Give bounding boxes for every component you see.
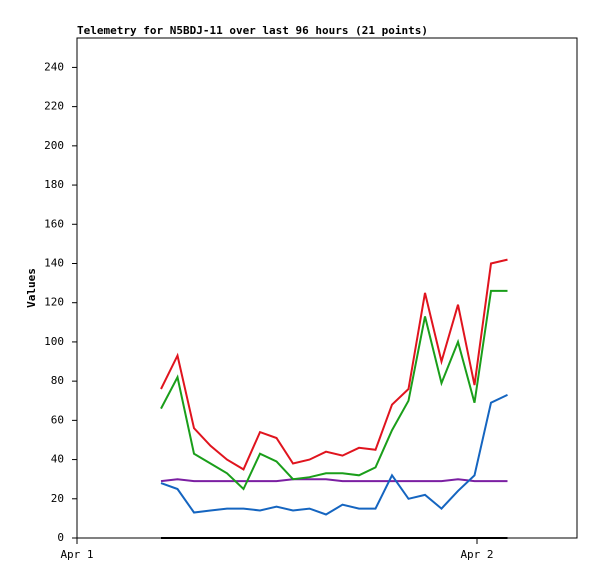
y-axis-label: Values [25,268,38,308]
y-tick-label: 120 [44,296,64,309]
series-line [160,393,508,516]
series-line [160,289,508,491]
y-tick-label: 20 [51,492,64,505]
y-tick-label: 160 [44,217,64,230]
y-tick-label: 220 [44,100,64,113]
y-tick-label: 80 [51,374,64,387]
y-tick-label: 200 [44,139,64,152]
plot-frame [76,37,578,539]
chart-title: Telemetry for N5BDJ-11 over last 96 hour… [77,24,428,37]
series-line [160,258,508,471]
y-tick-label: 140 [44,256,64,269]
y-tick-label: 180 [44,178,64,191]
y-tick-label: 240 [44,60,64,73]
x-tick-label: Apr 1 [60,548,93,561]
series-line [160,478,508,483]
y-tick-label: 40 [51,453,64,466]
x-tick-label: Apr 2 [460,548,493,561]
y-tick-label: 0 [57,531,64,544]
y-tick-label: 60 [51,413,64,426]
y-tick-label: 100 [44,335,64,348]
